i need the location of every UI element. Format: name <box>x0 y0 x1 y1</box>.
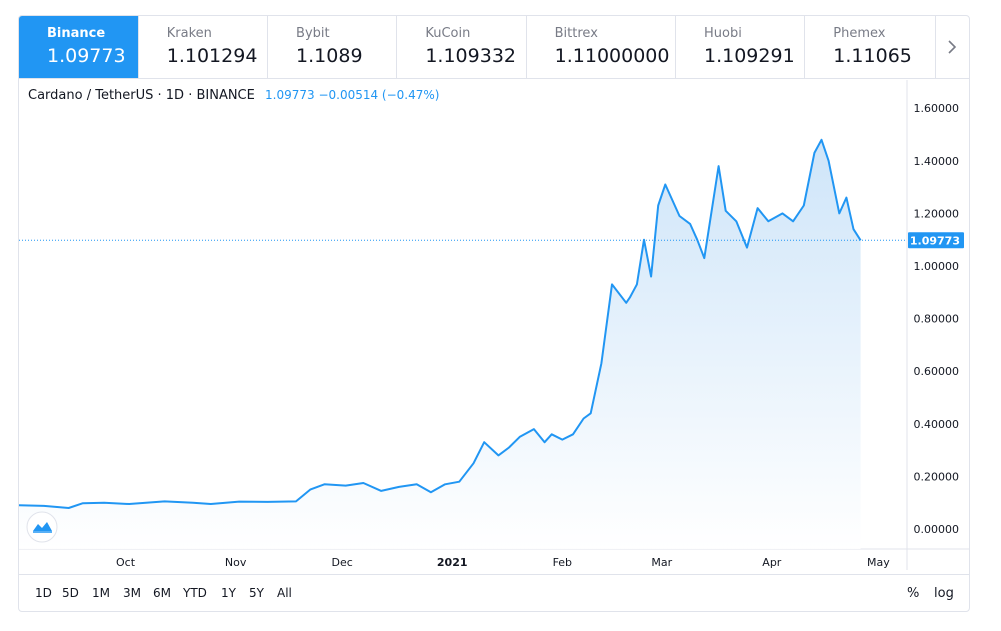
log-scale-button[interactable]: log <box>934 586 954 601</box>
range-button-5d[interactable]: 5D <box>62 586 79 600</box>
range-button-all[interactable]: All <box>277 586 292 600</box>
chevron-right-icon <box>948 40 957 54</box>
exchange-name: Phemex <box>833 26 886 41</box>
exchange-name: Huobi <box>704 26 742 41</box>
exchange-tab-huobi[interactable]: Huobi 1.109291 <box>676 16 806 78</box>
chart-legend: Cardano / TetherUS · 1D · BINANCE 1.0977… <box>28 88 439 103</box>
exchange-tab-kraken[interactable]: Kraken 1.101294 <box>139 16 269 78</box>
price-line <box>19 138 862 509</box>
range-button-5y[interactable]: 5Y <box>249 586 264 600</box>
range-button-3m[interactable]: 3M <box>123 586 141 600</box>
tradingview-logo-icon[interactable] <box>26 511 58 543</box>
range-button-1m[interactable]: 1M <box>92 586 110 600</box>
exchange-price: 1.101294 <box>166 45 258 67</box>
time-tick-label: Nov <box>225 556 247 569</box>
time-tick-label: May <box>867 556 890 569</box>
exchange-name: Binance <box>47 26 106 41</box>
price-tick-label: 1.40000 <box>914 155 960 168</box>
range-button-1d[interactable]: 1D <box>35 586 52 600</box>
time-tick-label: Oct <box>116 556 136 569</box>
last-price-label: 1.09773 <box>910 234 960 247</box>
exchange-price: 1.11000000 <box>554 45 670 67</box>
exchange-name: KuCoin <box>425 26 471 41</box>
exchange-tabs: Binance 1.09773 Kraken 1.101294 Bybit 1.1089 K… <box>19 16 969 79</box>
exchange-tab-bybit[interactable]: Bybit 1.1089 <box>268 16 398 78</box>
time-tick-label: Dec <box>331 556 352 569</box>
price-area-fill <box>19 139 861 550</box>
exchange-name: Bittrex <box>554 26 598 41</box>
exchange-tab-kucoin[interactable]: KuCoin 1.109332 <box>397 16 527 78</box>
price-tick-label: 1.00000 <box>914 260 960 273</box>
price-axis: 0.00000 0.20000 0.40000 0.60000 0.80000 1.000… <box>914 102 960 536</box>
price-chart[interactable]: 0.00000 0.20000 0.40000 0.60000 0.80000 1.000… <box>19 80 969 570</box>
price-tick-label: 0.20000 <box>914 470 960 483</box>
next-tabs-button[interactable] <box>936 16 969 78</box>
time-tick-label: Mar <box>651 556 672 569</box>
exchange-price: 1.09773 <box>47 45 126 67</box>
exchange-name: Kraken <box>166 26 212 41</box>
exchange-tab-binance[interactable]: Binance 1.09773 <box>19 16 139 78</box>
price-tick-label: 0.80000 <box>914 313 960 326</box>
time-tick-label: Feb <box>553 556 572 569</box>
exchange-price: 1.1089 <box>296 45 363 67</box>
exchange-price: 1.109332 <box>425 45 517 67</box>
bottom-toolbar: % log 1D 5D 1M 3M 6M YTD 1Y 5Y All <box>19 574 969 611</box>
chart-widget: Binance 1.09773 Kraken 1.101294 Bybit 1.1089 K… <box>18 15 970 612</box>
time-tick-label: Apr <box>762 556 782 569</box>
time-tick-label: 2021 <box>437 556 468 569</box>
exchange-price: 1.11065 <box>833 45 912 67</box>
price-tick-label: 0.60000 <box>914 365 960 378</box>
price-tick-label: 1.60000 <box>914 102 960 115</box>
time-axis: Oct Nov Dec 2021 Feb Mar Apr May <box>116 556 890 569</box>
symbol-label: Cardano / TetherUS · 1D · BINANCE <box>28 88 255 103</box>
last-price-badge: 1.09773 <box>908 232 964 249</box>
range-button-6m[interactable]: 6M <box>153 586 171 600</box>
percent-scale-button[interactable]: % <box>907 586 920 601</box>
exchange-tab-bittrex[interactable]: Bittrex 1.11000000 <box>527 16 676 78</box>
last-price-badge-bg <box>908 232 964 249</box>
range-button-ytd[interactable]: YTD <box>183 586 207 600</box>
exchange-tab-phemex[interactable]: Phemex 1.11065 <box>805 16 936 78</box>
price-tick-label: 1.20000 <box>914 207 960 220</box>
exchange-name: Bybit <box>296 26 330 41</box>
price-tick-label: 0.00000 <box>914 523 960 536</box>
exchange-price: 1.109291 <box>704 45 795 67</box>
range-button-1y[interactable]: 1Y <box>221 586 236 600</box>
price-tick-label: 0.40000 <box>914 418 960 431</box>
price-change-label: 1.09773 −0.00514 (−0.47%) <box>265 88 440 102</box>
